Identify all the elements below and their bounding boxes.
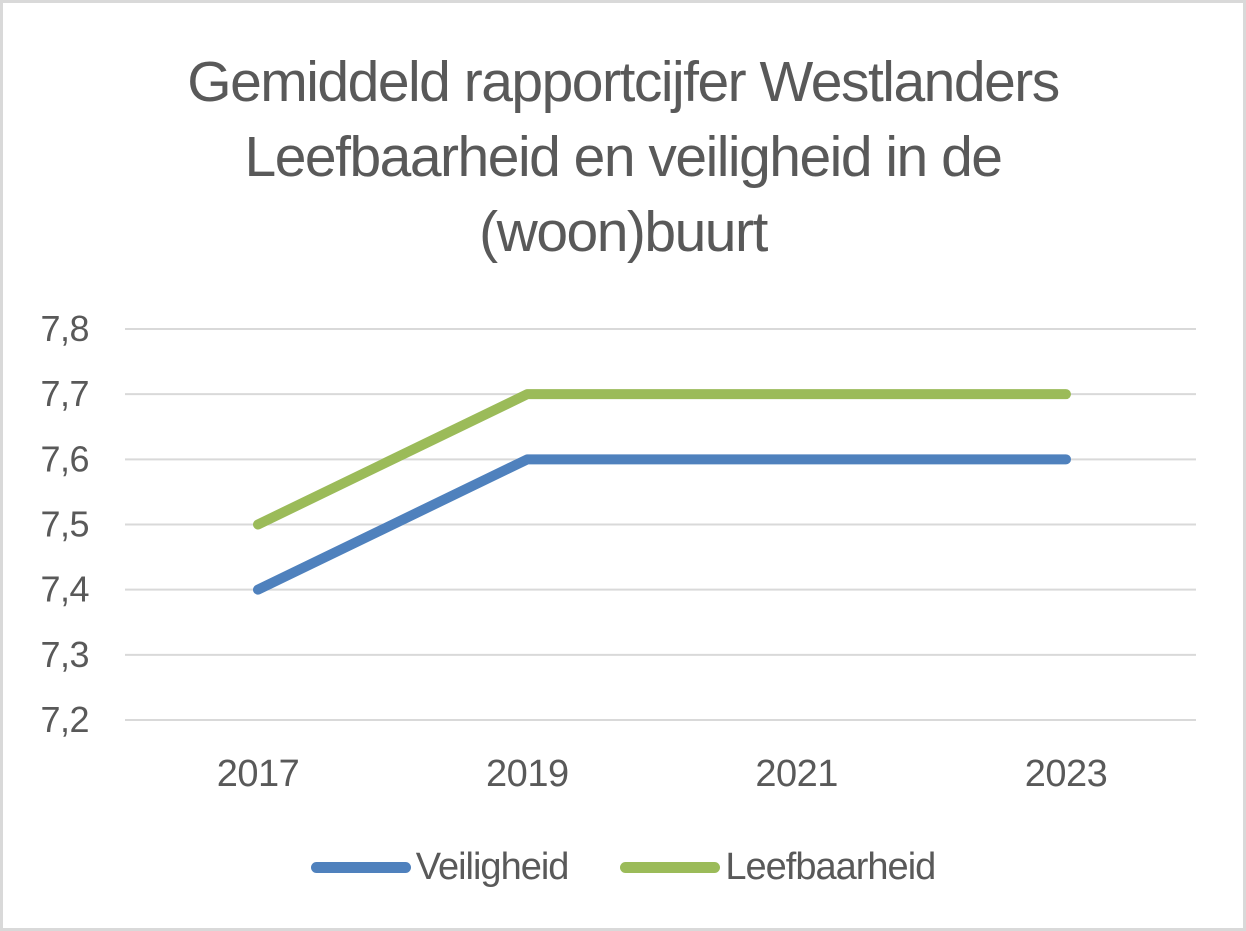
x-axis-tick-label: 2021 <box>755 753 838 795</box>
y-axis-tick-label: 7,5 <box>40 504 89 545</box>
chart-title-line-3: (woon)buurt <box>479 200 768 264</box>
chart-title-line-2: Leefbaarheid en veiligheid in de <box>244 125 1003 189</box>
veiligheid-line <box>253 454 1071 595</box>
y-axis-tick-label: 7,4 <box>40 569 89 610</box>
veiligheid-line-swatch <box>310 862 411 873</box>
leefbaarheid-line <box>253 389 1071 530</box>
chart-title: Gemiddeld rapportcijfer Westlanders Leef… <box>3 45 1243 270</box>
leefbaarheid-legend-label: Leefbaarheid <box>725 846 936 888</box>
x-axis-tick-label: 2017 <box>217 753 300 795</box>
x-axis-tick-label: 2023 <box>1025 753 1108 795</box>
legend-item-veiligheid: Veiligheid <box>310 846 570 889</box>
y-axis-tick-label: 7,3 <box>40 634 89 675</box>
leefbaarheid-line-swatch <box>620 862 721 873</box>
chart-legend: Veiligheid Leefbaarheid <box>3 846 1243 889</box>
legend-item-leefbaarheid: Leefbaarheid <box>620 846 936 889</box>
y-axis-tick-label: 7,6 <box>40 438 89 479</box>
y-axis-tick-label: 7,7 <box>40 373 89 414</box>
y-axis-tick-label: 7,8 <box>40 308 89 349</box>
veiligheid-legend-label: Veiligheid <box>415 846 570 888</box>
y-axis-tick-label: 7,2 <box>40 699 89 740</box>
chart-title-line-1: Gemiddeld rapportcijfer Westlanders <box>187 50 1060 114</box>
x-axis-tick-label: 2019 <box>486 753 569 795</box>
line-chart-plot: 7,2 7,3 7,4 7,5 7,6 7,7 7,8 2017 2019 2021 2023 <box>40 308 1196 795</box>
